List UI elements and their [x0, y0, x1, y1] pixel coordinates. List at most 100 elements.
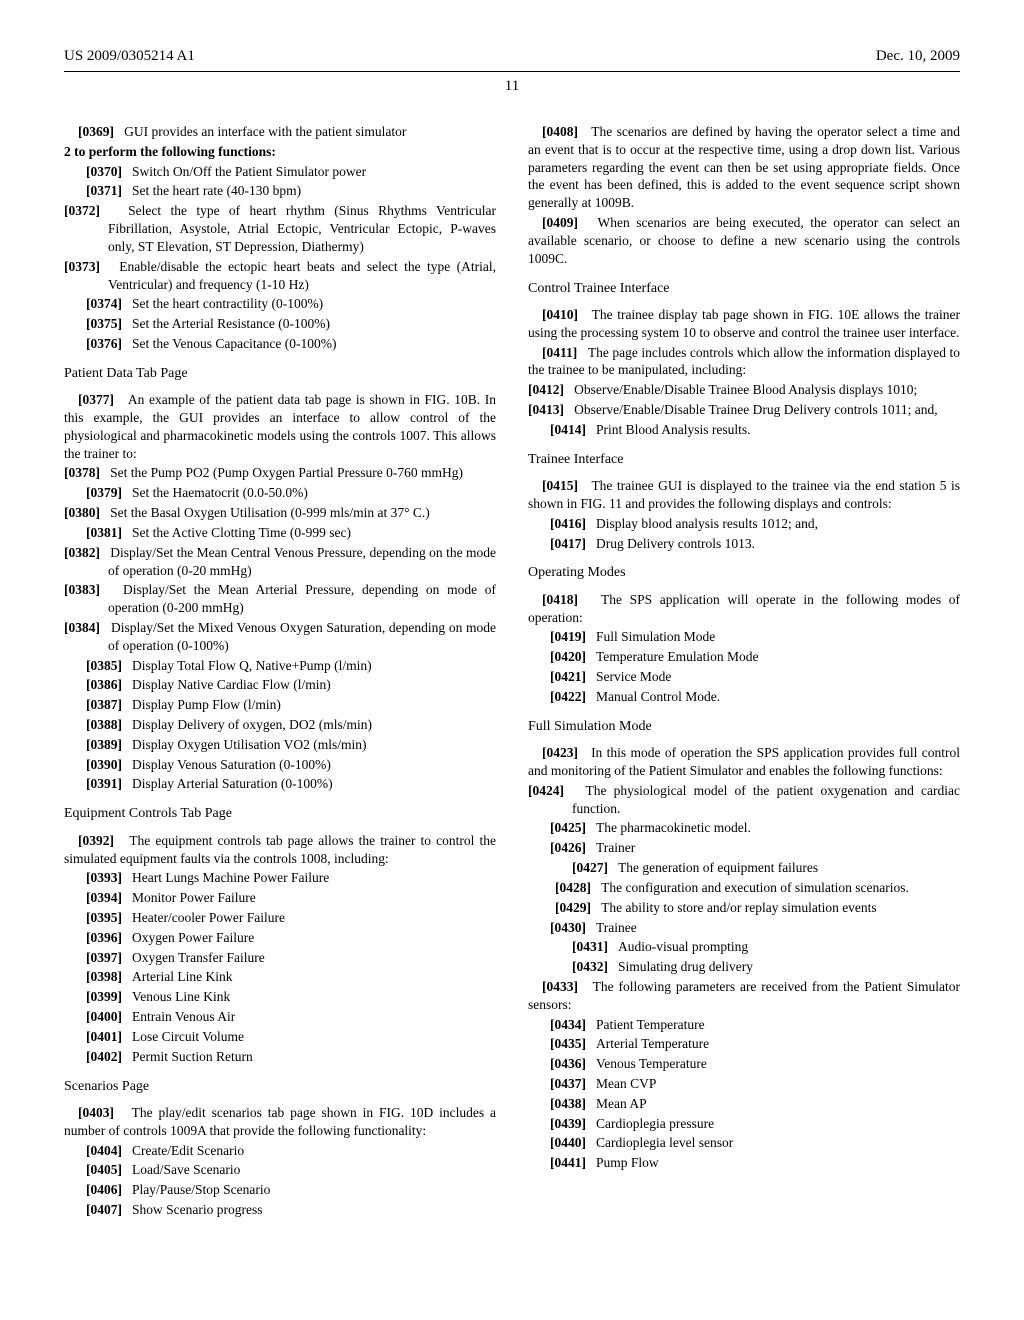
- para-0403: [0403] The play/edit scenarios tab page …: [64, 1104, 496, 1140]
- para-0428: [0428] The configuration and execution o…: [528, 879, 960, 897]
- text: Display Pump Flow (l/min): [132, 697, 281, 712]
- pnum: [0426]: [550, 840, 586, 855]
- pnum: [0407]: [86, 1202, 122, 1217]
- text: Mean CVP: [596, 1076, 656, 1091]
- para-0422: [0422] Manual Control Mode.: [528, 688, 960, 706]
- text: Display blood analysis results 1012; and…: [596, 516, 818, 531]
- text: The physiological model of the patient o…: [572, 783, 960, 816]
- pnum: [0395]: [86, 910, 122, 925]
- text: Trainee: [596, 920, 637, 935]
- text: Set the Active Clotting Time (0-999 sec): [132, 525, 351, 540]
- text: Set the Pump PO2 (Pump Oxygen Partial Pr…: [110, 465, 463, 480]
- para-0400: [0400] Entrain Venous Air: [64, 1008, 496, 1026]
- pnum: [0374]: [86, 296, 122, 311]
- pnum: [0372]: [64, 203, 100, 218]
- pnum: [0436]: [550, 1056, 586, 1071]
- pnum: [0438]: [550, 1096, 586, 1111]
- pnum: [0423]: [542, 745, 578, 760]
- para-0408: [0408] The scenarios are defined by havi…: [528, 123, 960, 212]
- text: Heart Lungs Machine Power Failure: [132, 870, 329, 885]
- pnum: [0424]: [528, 783, 564, 798]
- text: An example of the patient data tab page …: [64, 392, 496, 460]
- para-0411: [0411] The page includes controls which …: [528, 344, 960, 380]
- text: Full Simulation Mode: [596, 629, 715, 644]
- para-0374: [0374]Set the heart contractility (0-100…: [64, 295, 496, 313]
- para-0431: [0431]Audio-visual prompting: [528, 938, 960, 956]
- para-0395: [0395] Heater/cooler Power Failure: [64, 909, 496, 927]
- heading-operating-modes: Operating Modes: [528, 564, 960, 582]
- heading-control-trainee: Control Trainee Interface: [528, 280, 960, 298]
- text: Display/Set the Mean Arterial Pressure, …: [108, 582, 496, 615]
- pnum: [0373]: [64, 259, 100, 274]
- para-0405: [0405]Load/Save Scenario: [64, 1161, 496, 1179]
- para-0419: [0419]Full Simulation Mode: [528, 628, 960, 646]
- pnum: [0370]: [86, 164, 122, 179]
- left-column: [0369] GUI provides an interface with th…: [64, 123, 496, 1221]
- text: Display Oxygen Utilisation VO2 (mls/min): [132, 737, 367, 752]
- para-0433: [0433] The following parameters are rece…: [528, 978, 960, 1014]
- text: Trainer: [596, 840, 635, 855]
- para-0441: [0441]Pump Flow: [528, 1154, 960, 1172]
- pnum: [0422]: [550, 689, 586, 704]
- text: The ability to store and/or replay simul…: [601, 900, 877, 915]
- text: The play/edit scenarios tab page shown i…: [64, 1105, 496, 1138]
- text: Manual Control Mode.: [596, 689, 720, 704]
- pnum: [0432]: [572, 959, 608, 974]
- para-0377: [0377] An example of the patient data ta…: [64, 391, 496, 462]
- right-column: [0408] The scenarios are defined by havi…: [528, 123, 960, 1221]
- pub-date: Dec. 10, 2009: [876, 48, 960, 65]
- para-0429: [0429] The ability to store and/or repla…: [528, 899, 960, 917]
- para-0432: [0432]Simulating drug delivery: [528, 958, 960, 976]
- pnum: [0393]: [86, 870, 122, 885]
- header-rule: [64, 71, 960, 72]
- pnum: [0369]: [78, 124, 114, 139]
- para-0421: [0421]Service Mode: [528, 668, 960, 686]
- text: Display/Set the Mean Central Venous Pres…: [108, 545, 496, 578]
- para-0397: [0397]Oxygen Transfer Failure: [64, 949, 496, 967]
- text: Oxygen Transfer Failure: [132, 950, 265, 965]
- pnum: [0400]: [86, 1009, 122, 1024]
- pnum: [0441]: [550, 1155, 586, 1170]
- para-0435: [0435]Arterial Temperature: [528, 1035, 960, 1053]
- text: Play/Pause/Stop Scenario: [132, 1182, 270, 1197]
- para-0440: [0440]Cardioplegia level sensor: [528, 1134, 960, 1152]
- pnum: [0388]: [86, 717, 122, 732]
- para-0381: [0381]Set the Active Clotting Time (0-99…: [64, 524, 496, 542]
- para-0439: [0439]Cardioplegia pressure: [528, 1115, 960, 1133]
- para-0388: [0388]Display Delivery of oxygen, DO2 (m…: [64, 716, 496, 734]
- pnum: [0417]: [550, 536, 586, 551]
- para-0414: [0414]Print Blood Analysis results.: [528, 421, 960, 439]
- text: Heater/cooler Power Failure: [132, 910, 285, 925]
- text: The equipment controls tab page allows t…: [64, 833, 496, 866]
- text: Display Arterial Saturation (0-100%): [132, 776, 333, 791]
- text: Load/Save Scenario: [132, 1162, 240, 1177]
- pnum: [0412]: [528, 382, 564, 397]
- text: Set the Venous Capacitance (0-100%): [132, 336, 336, 351]
- text: Oxygen Power Failure: [132, 930, 254, 945]
- para-0438: [0438] Mean AP: [528, 1095, 960, 1113]
- para-0370: [0370] Switch On/Off the Patient Simulato…: [64, 163, 496, 181]
- pnum: [0371]: [86, 183, 122, 198]
- para-0436: [0436]Venous Temperature: [528, 1055, 960, 1073]
- pnum: [0384]: [64, 620, 100, 635]
- para-0406: [0406]Play/Pause/Stop Scenario: [64, 1181, 496, 1199]
- text: Mean AP: [596, 1096, 647, 1111]
- text: Set the Basal Oxygen Utilisation (0-999 …: [110, 505, 430, 520]
- pnum: [0415]: [542, 478, 578, 493]
- text: Entrain Venous Air: [132, 1009, 235, 1024]
- pnum: [0413]: [528, 402, 564, 417]
- pnum: [0376]: [86, 336, 122, 351]
- pnum: [0430]: [550, 920, 586, 935]
- para-0418: [0418] The SPS application will operate …: [528, 591, 960, 627]
- text: Set the heart rate (40-130 bpm): [132, 183, 301, 198]
- page-header: US 2009/0305214 A1 Dec. 10, 2009: [64, 48, 960, 65]
- pnum: [0425]: [550, 820, 586, 835]
- text: Enable/disable the ectopic heart beats a…: [108, 259, 496, 292]
- text: Audio-visual prompting: [618, 939, 748, 954]
- para-0404: [0404]Create/Edit Scenario: [64, 1142, 496, 1160]
- para-0412: [0412] Observe/Enable/Disable Trainee Bl…: [528, 381, 960, 399]
- para-0423: [0423] In this mode of operation the SPS…: [528, 744, 960, 780]
- para-0398: [0398]Arterial Line Kink: [64, 968, 496, 986]
- pnum: [0380]: [64, 505, 100, 520]
- text: Switch On/Off the Patient Simulator powe…: [132, 164, 366, 179]
